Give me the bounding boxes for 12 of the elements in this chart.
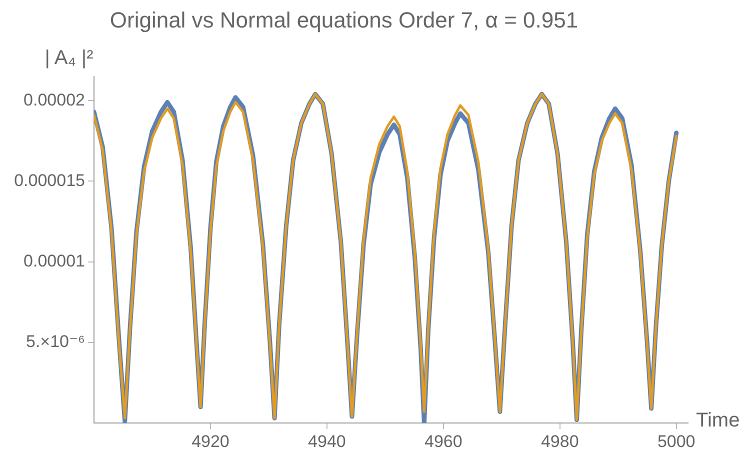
chart-title: Original vs Normal equations Order 7, α = 0.951 bbox=[110, 7, 578, 32]
x-tick-label: 5000 bbox=[657, 432, 696, 451]
y-axis-title: | A₄ |² bbox=[44, 46, 94, 69]
x-axis-title: Time bbox=[696, 410, 740, 432]
y-tick-label: 0.000015 bbox=[14, 170, 85, 190]
y-tick-label: 5.×10⁻⁶ bbox=[26, 332, 85, 352]
y-tick-label: 0.00002 bbox=[24, 90, 85, 110]
x-tick-label: 4960 bbox=[424, 432, 462, 451]
x-tick-label: 4980 bbox=[540, 432, 579, 451]
x-tick-label: 4920 bbox=[192, 432, 230, 451]
y-tick-label: 0.00001 bbox=[24, 251, 85, 270]
x-tick-label: 4940 bbox=[308, 432, 346, 451]
